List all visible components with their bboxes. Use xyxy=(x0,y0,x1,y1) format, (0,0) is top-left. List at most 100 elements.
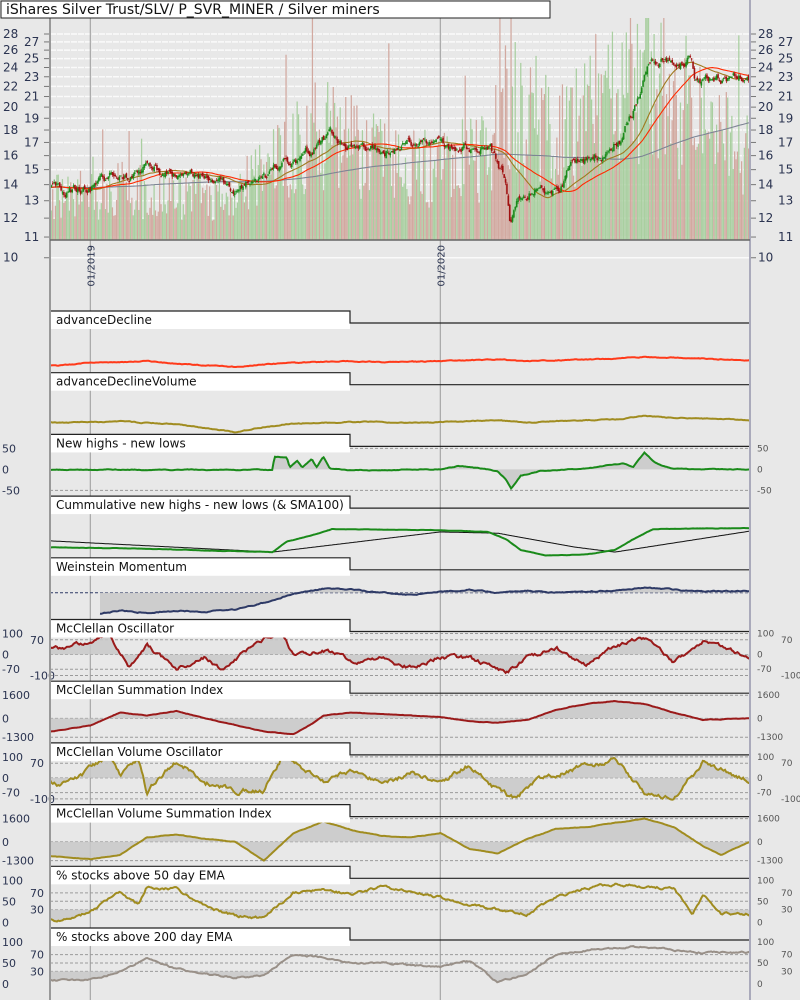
candle-body xyxy=(571,160,574,162)
candle-body xyxy=(385,150,387,159)
candle-body xyxy=(545,192,547,194)
volume-bar xyxy=(339,107,341,240)
left-tick-label: 30 xyxy=(30,965,44,978)
volume-bar xyxy=(488,167,490,240)
volume-bar xyxy=(117,163,119,240)
volume-bar xyxy=(670,143,672,240)
volume-bar xyxy=(450,197,452,240)
candle-body xyxy=(245,182,247,188)
candle-body xyxy=(70,189,72,192)
volume-bar xyxy=(97,219,100,240)
volume-bar xyxy=(467,145,469,240)
panel-weinstein-momentum: Weinstein Momentum xyxy=(49,557,750,615)
volume-bar xyxy=(390,186,393,240)
candle-body xyxy=(656,62,658,64)
volume-bar xyxy=(718,95,720,241)
date-tick-label: 01/2020 xyxy=(436,245,447,287)
volume-bar xyxy=(589,55,591,240)
candle-body xyxy=(485,147,487,150)
candle-body xyxy=(265,176,268,178)
candle-body xyxy=(608,149,611,151)
candle-body xyxy=(476,151,479,153)
left-tick-label: -50 xyxy=(2,484,20,497)
volume-bar xyxy=(54,205,57,240)
volume-bar xyxy=(272,129,275,240)
volume-bar xyxy=(454,146,457,240)
candle-body xyxy=(271,168,274,170)
volume-bar xyxy=(742,194,744,240)
indicator-line xyxy=(50,817,751,862)
candle-body xyxy=(475,148,478,151)
candle-body xyxy=(439,139,442,141)
volume-bar xyxy=(559,95,561,240)
candle-body xyxy=(283,158,286,160)
candle-body xyxy=(190,169,193,173)
volume-bar xyxy=(202,187,204,240)
volume-bar xyxy=(415,179,418,240)
volume-bar xyxy=(622,94,625,240)
volume-bar xyxy=(353,105,355,241)
panel-fill xyxy=(50,818,750,861)
volume-bar xyxy=(228,215,230,240)
volume-bar xyxy=(372,113,375,240)
candle-body xyxy=(56,183,58,185)
candle-body xyxy=(386,151,389,153)
candle-body xyxy=(596,158,599,161)
indicator-line xyxy=(49,631,751,675)
candle-body xyxy=(83,185,86,190)
volume-bar xyxy=(628,49,630,240)
candle-body xyxy=(650,59,653,62)
volume-bar xyxy=(303,194,305,240)
price-tick-label-left: 21 xyxy=(24,90,39,104)
candle-body xyxy=(407,138,410,140)
volume-bar xyxy=(289,184,291,240)
candle-body xyxy=(590,158,593,160)
candle-body xyxy=(324,138,326,140)
right-tick-label: 30 xyxy=(781,906,793,916)
candle-body xyxy=(465,146,468,149)
volume-bar xyxy=(652,154,654,240)
volume-bar xyxy=(290,189,293,240)
candle-body xyxy=(570,162,572,166)
candle-body xyxy=(290,164,293,168)
candle-body xyxy=(236,190,239,192)
candle-body xyxy=(250,181,253,183)
candle-body xyxy=(315,145,318,149)
candle-body xyxy=(345,144,347,150)
candle-body xyxy=(154,164,157,166)
candle-body xyxy=(67,191,69,193)
left-tick-label: -100 xyxy=(30,793,55,806)
volume-bar xyxy=(385,143,387,240)
candle-body xyxy=(310,153,312,157)
candle-body xyxy=(456,149,458,151)
candle-body xyxy=(583,159,586,164)
volume-bar xyxy=(189,186,191,240)
candle-body xyxy=(293,159,296,162)
candle-body xyxy=(556,186,558,190)
volume-bar xyxy=(167,200,169,240)
volume-bar xyxy=(85,190,87,240)
volume-bar xyxy=(578,115,580,240)
candle-body xyxy=(400,146,403,151)
panel-fill xyxy=(50,633,750,673)
volume-bar xyxy=(197,174,200,240)
candle-body xyxy=(338,141,340,143)
volume-bar xyxy=(270,174,272,240)
candle-body xyxy=(364,146,367,151)
candle-body xyxy=(513,210,515,218)
candle-body xyxy=(163,175,165,177)
volume-bar xyxy=(413,130,415,240)
candle-body xyxy=(313,149,315,155)
candle-body xyxy=(368,148,371,150)
volume-bar xyxy=(327,82,329,240)
candle-body xyxy=(424,139,426,141)
candle-body xyxy=(420,140,422,143)
panel-title-box xyxy=(50,434,350,453)
volume-bar xyxy=(495,85,497,240)
price-tick-label-right: 24 xyxy=(758,61,773,75)
candle-body xyxy=(717,74,719,79)
axes: 10 10 11 11 12 12 13 13 14 14 15 15 16 16 17 17 18 18 19 19… xyxy=(3,0,793,1000)
price-tick-label-left: 23 xyxy=(24,70,39,84)
candle-body xyxy=(254,178,257,182)
candle-body xyxy=(170,168,172,174)
